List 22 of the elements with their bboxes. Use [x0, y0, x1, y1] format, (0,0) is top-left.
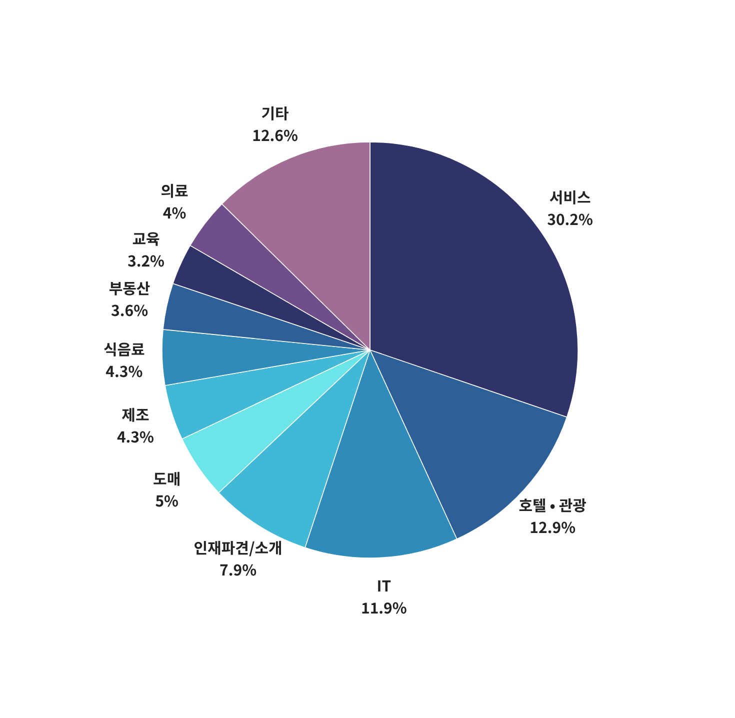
slice-label: 기타 — [261, 103, 290, 124]
data-label: 12.9% — [530, 516, 576, 538]
slice-label: 도매 — [153, 468, 181, 490]
slice-label: IT — [376, 576, 392, 597]
data-label: 3.6% — [111, 300, 148, 322]
data-label: 7.9% — [220, 560, 257, 581]
slice-label: 제조 — [122, 404, 150, 426]
data-label: 12.6% — [252, 125, 298, 146]
data-label: 30.2% — [547, 208, 593, 230]
data-label: 5% — [155, 490, 178, 512]
slice-label: 교육 — [132, 228, 160, 250]
slice-label: 부동산 — [108, 278, 150, 300]
slice-label: 호텔 • 관광 — [518, 494, 587, 516]
data-label: 11.9% — [360, 598, 407, 619]
data-label: 4% — [162, 202, 186, 224]
slice-label: 서비스 — [549, 186, 591, 208]
data-label: 4.3% — [106, 360, 143, 382]
slice-label: 인재파견/소개 — [194, 538, 282, 559]
data-label: 4.3% — [116, 426, 154, 448]
data-label: 3.2% — [127, 250, 165, 272]
slice-label: 의료 — [160, 180, 189, 202]
slice-label: 식음료 — [103, 338, 146, 360]
